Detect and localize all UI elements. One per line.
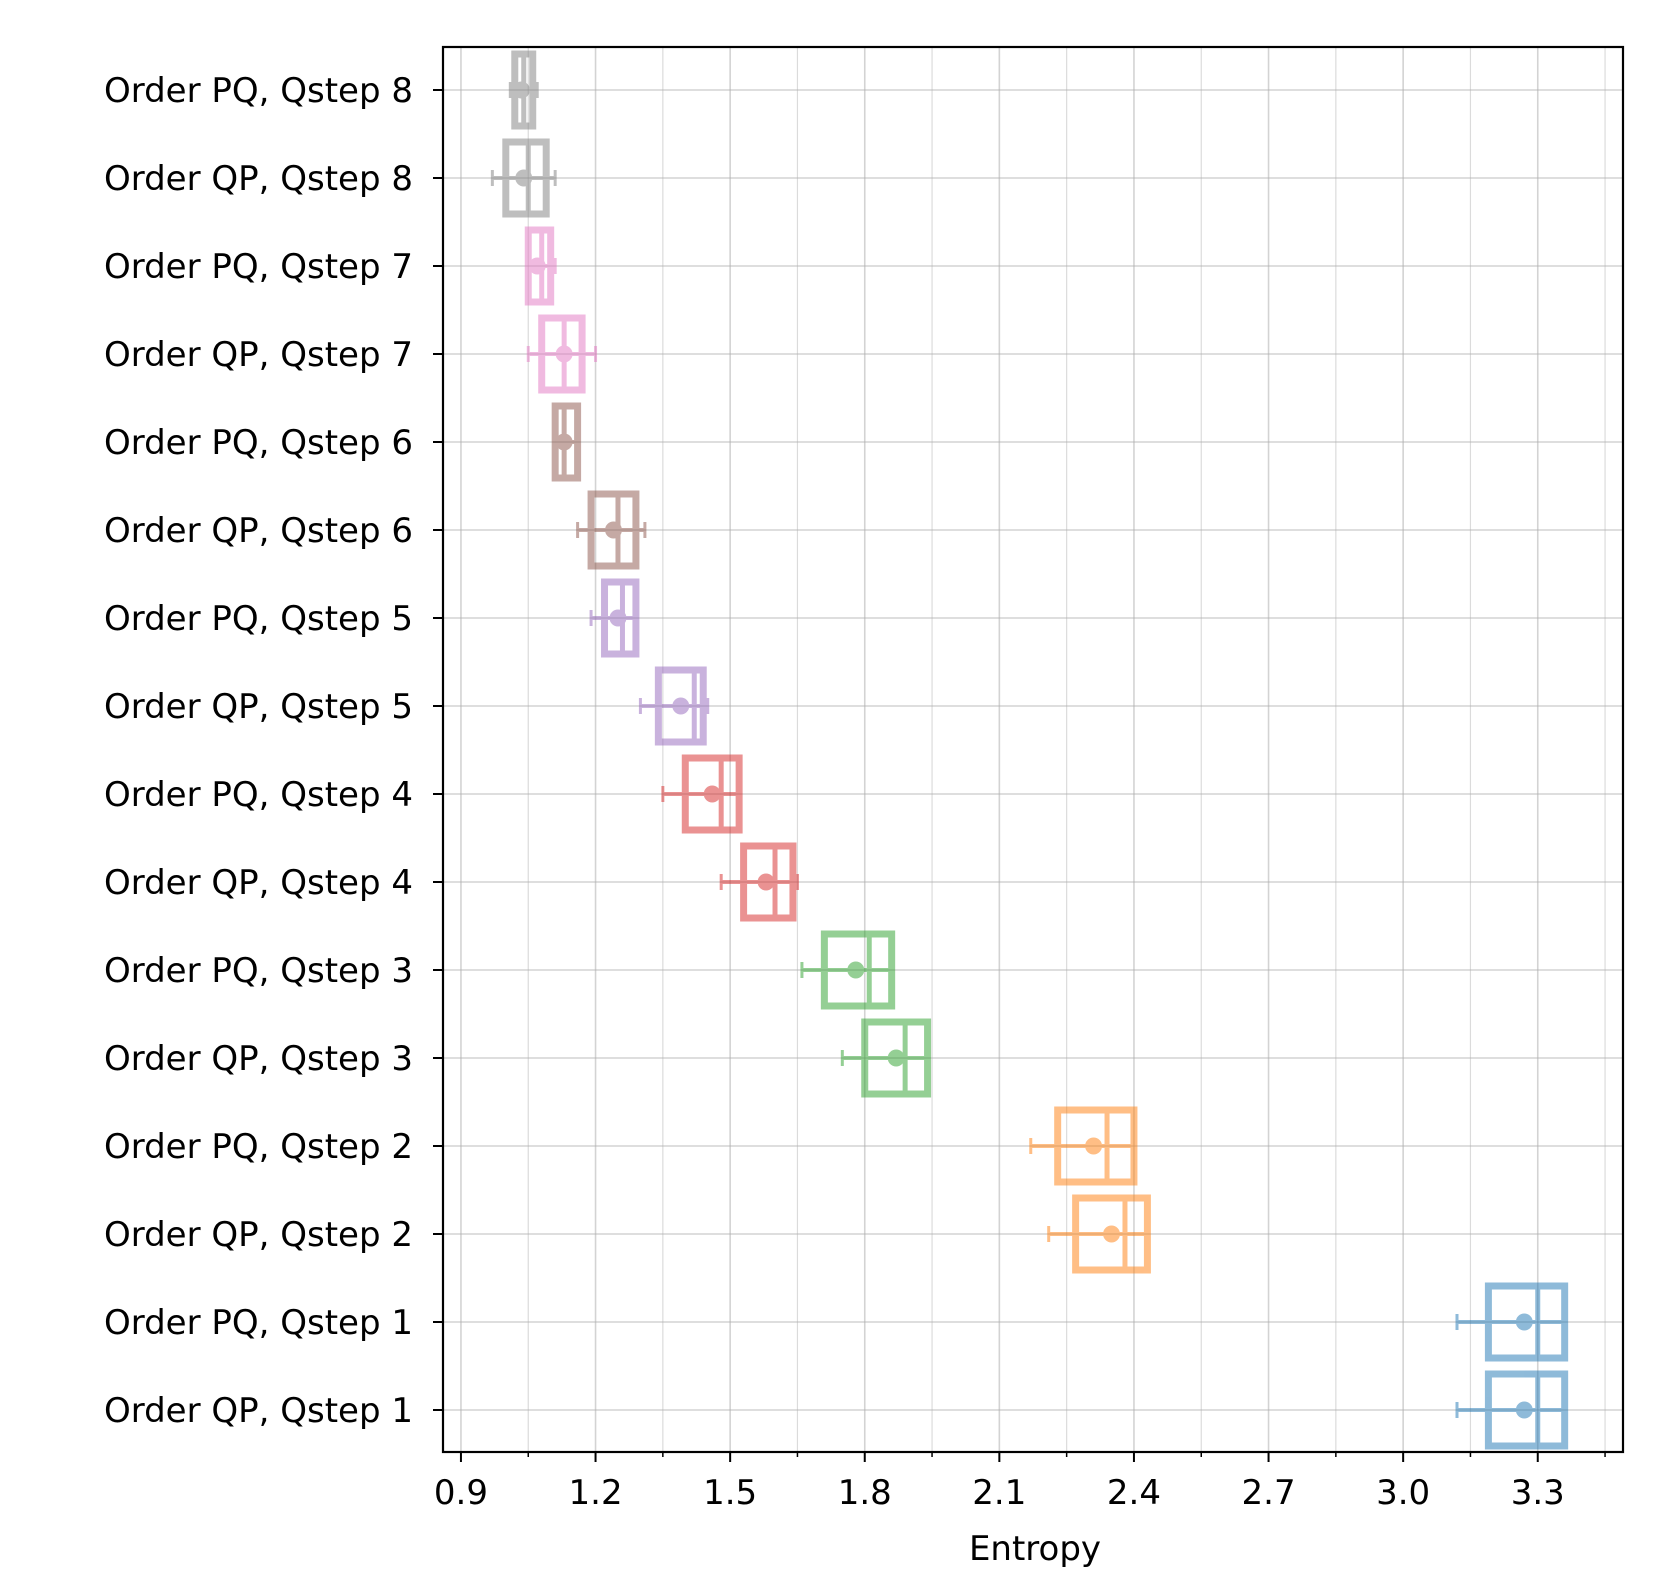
y-tick-label: Order QP, Qstep 8 [104,159,413,199]
x-tick-label: 3.3 [1511,1473,1565,1513]
y-tick-label: Order QP, Qstep 3 [104,1039,413,1079]
box-15 [1455,1282,1569,1362]
y-tick-label: Order QP, Qstep 6 [104,511,413,551]
y-tick-label: Order QP, Qstep 5 [104,687,413,727]
box-16 [1455,1370,1569,1450]
y-tick-label: Order QP, Qstep 7 [104,335,413,375]
x-tick-label: 2.1 [972,1473,1026,1513]
mean-marker [609,609,627,627]
mean-marker [1103,1225,1121,1243]
mean-marker [604,521,622,539]
y-tick-label: Order QP, Qstep 1 [104,1391,413,1431]
box-10 [719,842,799,922]
y-tick-label: Order PQ, Qstep 2 [104,1127,413,1167]
box-3 [524,226,557,306]
box-13 [1029,1106,1138,1186]
plot-frame [441,45,1625,1454]
x-tick-label: 1.5 [703,1473,757,1513]
y-tick-label: Order PQ, Qstep 3 [104,951,413,991]
y-tick-label: Order PQ, Qstep 4 [104,775,413,815]
x-tick-label: 2.4 [1107,1473,1161,1513]
y-tick-label: Order QP, Qstep 2 [104,1215,413,1255]
box-11 [800,930,896,1010]
boxes [490,50,1569,1450]
box-4 [526,314,598,394]
y-tick-label: Order PQ, Qstep 5 [104,599,413,639]
y-tick-label: Order PQ, Qstep 1 [104,1303,413,1343]
mean-marker [757,873,775,891]
box-12 [840,1018,932,1098]
x-tick-label: 1.8 [838,1473,892,1513]
box-8 [638,666,710,746]
mean-marker [703,785,721,803]
mean-marker [1515,1313,1533,1331]
x-axis-label: Entropy [969,1529,1101,1569]
y-tick-label: Order PQ, Qstep 8 [104,71,413,111]
y-tick-label: Order PQ, Qstep 7 [104,247,413,287]
grid [443,47,1623,1452]
mean-marker [887,1049,905,1067]
x-axis-ticks: 0.9 1.2 1.5 1.8 2.1 2.4 2.7 3.0 3.3 [434,1452,1606,1513]
mean-marker [1085,1137,1103,1155]
x-tick-label: 1.2 [569,1473,623,1513]
mean-marker [528,257,546,275]
y-tick-label: Order PQ, Qstep 6 [104,423,413,463]
mean-marker [555,345,573,363]
box-9 [661,754,743,834]
y-tick-label: Order QP, Qstep 4 [104,863,413,903]
mean-marker [672,697,690,715]
mean-marker [847,961,865,979]
mean-marker [1515,1401,1533,1419]
box-5 [551,402,582,482]
x-tick-label: 2.7 [1242,1473,1296,1513]
box-14 [1047,1194,1151,1274]
box-1 [508,50,539,130]
box-2 [490,138,557,218]
x-tick-label: 0.9 [434,1473,488,1513]
x-tick-label: 3.0 [1376,1473,1430,1513]
box-7 [589,578,640,658]
y-axis-ticks: Order PQ, Qstep 8 Order QP, Qstep 8 Order … [104,71,443,1431]
mean-marker [555,433,573,451]
mean-marker [515,169,533,187]
mean-marker [513,81,531,99]
box-6 [576,490,647,570]
